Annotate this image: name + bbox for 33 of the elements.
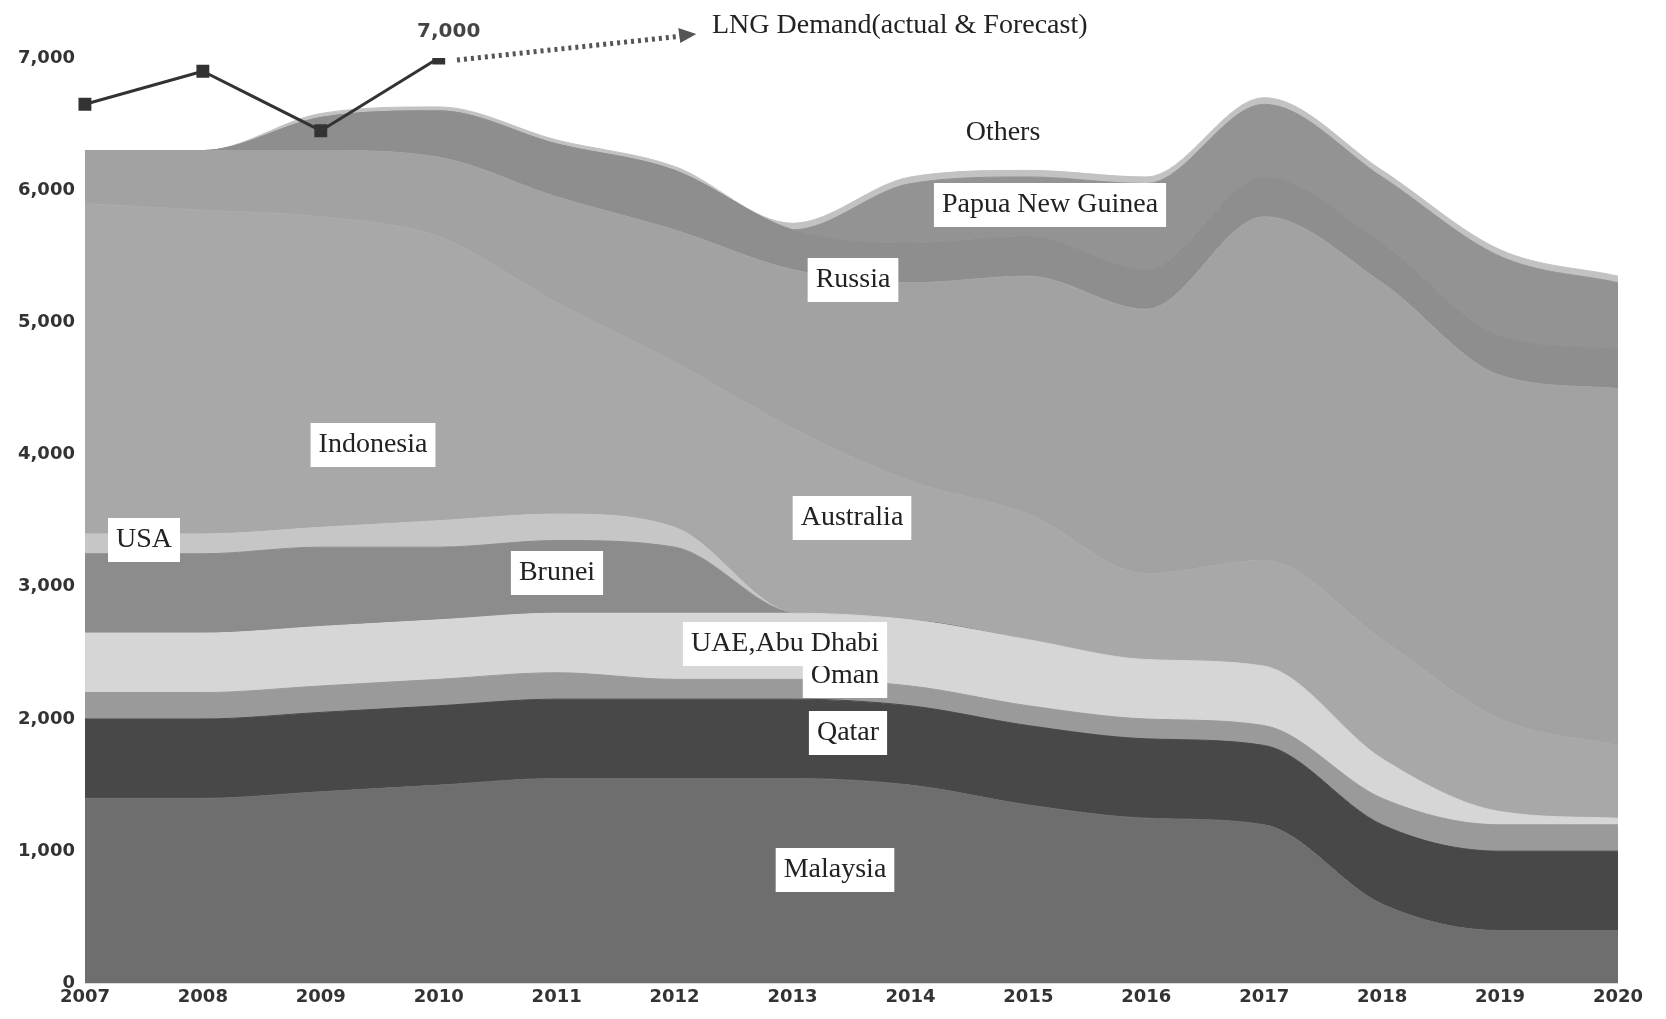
data-label: 7,000: [417, 18, 481, 43]
series-label: Qatar: [816, 715, 880, 747]
x-tick-label: 2018: [1357, 984, 1408, 1006]
x-tick-label: 2008: [177, 984, 228, 1006]
series-label: UAE,Abu Dhabi: [690, 626, 880, 658]
x-tick-label: 2016: [1121, 984, 1172, 1006]
x-tick-label: 2010: [413, 984, 464, 1006]
x-tick-label: 2011: [531, 984, 582, 1006]
x-tick-label: 2012: [649, 984, 700, 1006]
series-label: Russia: [815, 262, 891, 294]
x-tick-label: 2019: [1475, 984, 1526, 1006]
series-label: USA: [115, 522, 173, 554]
y-tick-label: 4,000: [18, 442, 75, 464]
series-label: Malaysia: [783, 852, 887, 884]
series-label: Papua New Guinea: [941, 187, 1159, 219]
x-tick-label: 2015: [1003, 984, 1054, 1006]
x-tick-label: 2017: [1239, 984, 1290, 1006]
series-label: Others: [965, 115, 1041, 147]
text: LNG Demand(actual & Forecast): [712, 8, 1088, 40]
y-tick-label: 5,000: [18, 310, 75, 332]
y-tick-label: 2,000: [18, 706, 75, 728]
series-label: Indonesia: [318, 427, 428, 459]
y-tick-label: 3,000: [18, 574, 75, 596]
x-tick-label: 2020: [1592, 984, 1644, 1006]
y-tick-label: 6,000: [18, 177, 75, 199]
x-tick-label: 2014: [885, 984, 936, 1006]
y-tick-label: 1,000: [18, 838, 75, 860]
y-tick-label: 7,000: [18, 45, 75, 67]
series-label: Oman: [810, 658, 880, 690]
x-tick-label: 2009: [295, 984, 346, 1006]
x-tick-label: 2013: [767, 984, 818, 1006]
series-label: Australia: [800, 500, 904, 532]
series-label: Brunei: [518, 555, 596, 587]
